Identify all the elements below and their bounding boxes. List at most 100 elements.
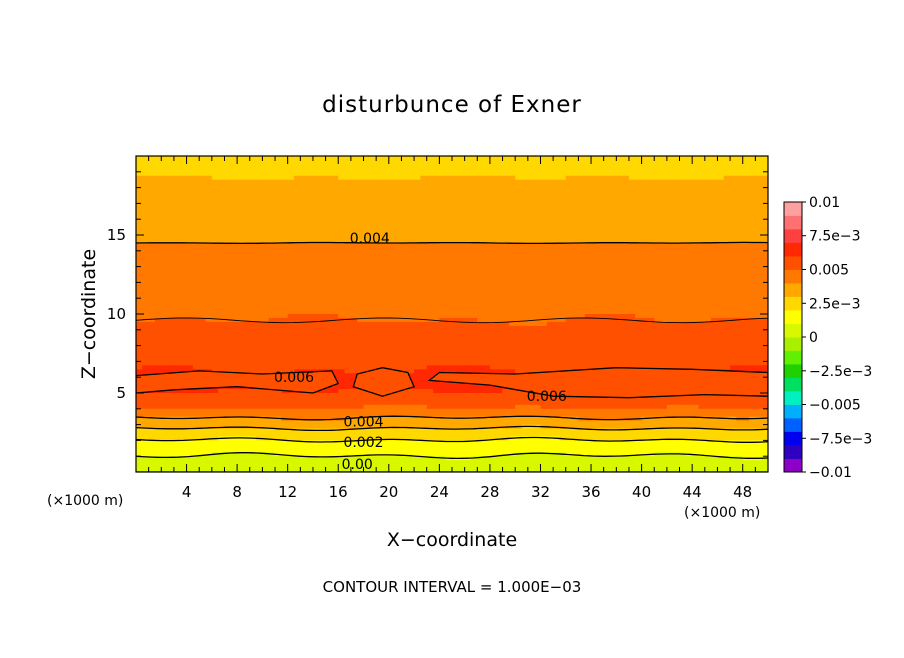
field-cell — [136, 349, 143, 355]
field-cell — [287, 290, 295, 295]
field-cell — [312, 238, 320, 244]
field-cell — [761, 254, 768, 260]
field-cell — [641, 298, 649, 303]
field-cell — [325, 175, 333, 181]
field-cell — [249, 298, 257, 303]
field-cell — [262, 199, 270, 204]
field-cell — [312, 179, 320, 185]
field-cell — [502, 156, 510, 161]
field-cell — [350, 250, 358, 256]
field-cell — [338, 349, 346, 355]
field-cell — [660, 191, 668, 197]
field-cell — [628, 159, 636, 165]
field-cell — [275, 246, 282, 252]
field-cell — [433, 167, 440, 173]
field-cell — [628, 167, 636, 173]
field-cell — [426, 306, 434, 311]
field-cell — [641, 235, 649, 240]
field-cell — [717, 341, 725, 347]
field-cell — [338, 191, 346, 197]
field-cell — [312, 274, 320, 280]
field-cell — [287, 294, 295, 299]
field-cell — [275, 207, 282, 212]
field-cell — [723, 175, 731, 181]
field-cell — [742, 175, 750, 181]
field-cell — [369, 341, 377, 347]
field-cell — [603, 317, 611, 323]
field-cell — [439, 298, 447, 303]
field-cell — [338, 246, 346, 252]
field-cell — [736, 290, 744, 295]
field-cell — [331, 187, 339, 193]
field-cell — [730, 341, 737, 347]
field-cell — [445, 278, 453, 283]
field-cell — [420, 314, 428, 319]
field-cell — [685, 167, 693, 173]
field-cell — [205, 310, 213, 315]
field-cell — [477, 167, 485, 173]
field-cell — [136, 278, 143, 283]
field-cell — [647, 187, 655, 193]
field-cell — [628, 238, 636, 244]
field-cell — [527, 282, 535, 287]
field-cell — [180, 167, 188, 173]
field-cell — [256, 321, 263, 327]
field-cell — [641, 238, 649, 244]
field-cell — [205, 298, 213, 303]
field-cell — [331, 163, 339, 169]
field-cell — [395, 290, 403, 295]
field-cell — [369, 282, 377, 287]
field-cell — [249, 187, 257, 193]
field-cell — [192, 159, 200, 165]
field-cell — [420, 333, 428, 339]
field-cell — [458, 325, 466, 331]
field-cell — [262, 349, 270, 355]
field-cell — [230, 207, 238, 212]
field-cell — [268, 317, 276, 323]
field-cell — [508, 183, 516, 189]
field-cell — [755, 199, 763, 204]
field-cell — [597, 278, 605, 283]
field-cell — [230, 325, 238, 331]
field-cell — [433, 246, 440, 252]
field-cell — [515, 333, 523, 339]
field-cell — [344, 223, 352, 228]
field-cell — [622, 266, 630, 272]
field-cell — [180, 235, 188, 240]
field-cell — [325, 306, 333, 311]
field-cell — [647, 223, 655, 228]
field-cell — [685, 325, 693, 331]
field-cell — [711, 171, 719, 177]
field-cell — [167, 187, 175, 193]
field-cell — [540, 333, 548, 339]
field-cell — [344, 266, 352, 272]
field-cell — [749, 325, 756, 331]
field-cell — [572, 191, 579, 197]
field-cell — [369, 235, 377, 240]
field-cell — [578, 298, 586, 303]
field-cell — [167, 163, 175, 169]
field-cell — [502, 250, 510, 256]
field-cell — [426, 246, 434, 252]
field-cell — [136, 310, 143, 315]
field-cell — [489, 314, 497, 319]
field-cell — [344, 290, 352, 295]
field-cell — [572, 223, 579, 228]
field-cell — [635, 183, 643, 189]
field-cell — [742, 290, 750, 295]
field-cell — [281, 325, 289, 331]
field-cell — [306, 321, 314, 327]
field-cell — [350, 175, 358, 181]
field-cell — [186, 262, 194, 268]
field-cell — [281, 242, 289, 248]
field-cell — [584, 175, 592, 181]
field-cell — [477, 187, 485, 193]
field-cell — [249, 262, 257, 268]
field-cell — [685, 156, 693, 161]
field-cell — [761, 302, 768, 307]
field-cell — [622, 254, 630, 260]
field-cell — [199, 314, 207, 319]
field-cell — [186, 250, 194, 256]
field-cell — [534, 163, 542, 169]
field-cell — [173, 183, 181, 189]
